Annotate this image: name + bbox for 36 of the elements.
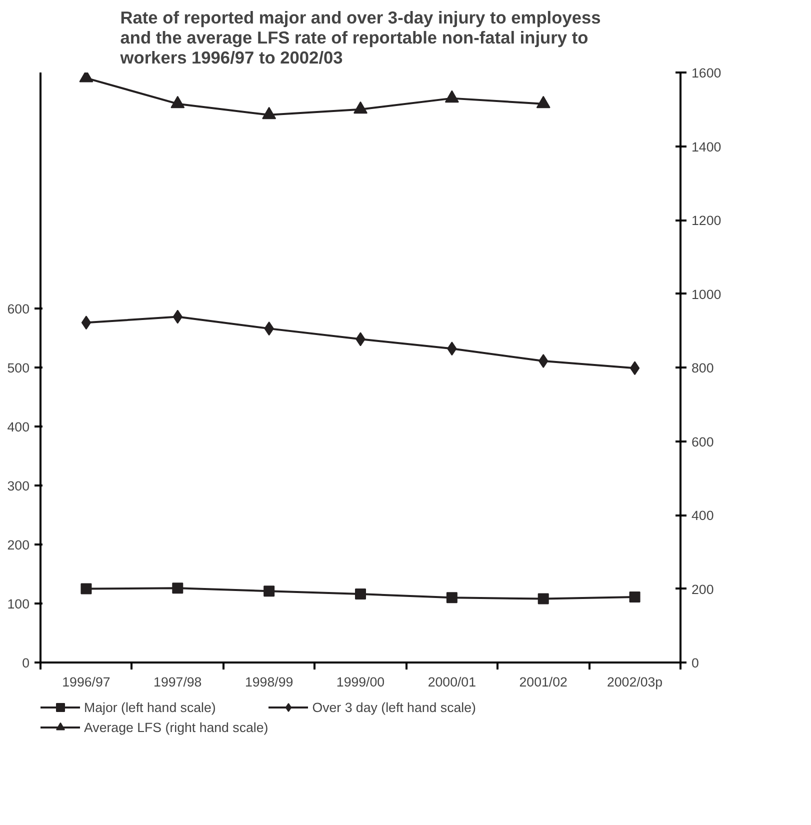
chart-title: Rate of reported major and over 3-day injury to employess and the average LFS rate of reportable non-fatal injury to workers 1996/97 to 2002/03 (119, 8, 601, 68)
point (538, 593, 549, 604)
y2-tick-label: 200 (692, 582, 714, 597)
x-tick-label: 2001/02 (519, 674, 568, 690)
y2-tick-label: 1600 (692, 66, 722, 80)
y2-tick-label: 1200 (692, 213, 722, 228)
legend-label: Major (left hand scale) (84, 700, 216, 714)
y-tick-label: 200 (7, 538, 30, 552)
y2-tick-label: 400 (692, 508, 714, 523)
x-tick-label: 1999/00 (336, 674, 385, 690)
y2-tick-label: 1400 (692, 139, 722, 154)
point (355, 588, 366, 600)
y2-tick-label: 800 (692, 360, 714, 376)
y-tick-label: 600 (7, 302, 30, 316)
y-tick-label: 300 (7, 478, 30, 494)
legend-label: Over 3 day (left hand scale) (312, 700, 476, 714)
y-tick-label: 500 (7, 360, 30, 376)
point (80, 583, 92, 594)
point (446, 592, 458, 604)
x-tick-label: 2002/03p (606, 674, 663, 690)
point (630, 361, 640, 376)
x-tick-label: 1998/99 (244, 674, 294, 690)
legend-label: Average LFS (right hand scale) (84, 720, 268, 734)
x-tick-label: 2000/01 (428, 674, 476, 690)
y-tick-label: 400 (7, 420, 30, 434)
point (172, 582, 184, 594)
y2-tick-label: 600 (692, 434, 714, 450)
y-tick-label: 100 (7, 596, 30, 612)
y2-tick-label: 0 (692, 656, 699, 670)
point (629, 592, 640, 603)
y-tick-label: 0 (22, 656, 30, 670)
point (81, 316, 92, 330)
x-tick-label: 1997/98 (154, 674, 202, 690)
y2-tick-label: 1000 (692, 286, 722, 302)
x-tick-label: 1996/97 (62, 674, 110, 690)
point (264, 586, 275, 597)
